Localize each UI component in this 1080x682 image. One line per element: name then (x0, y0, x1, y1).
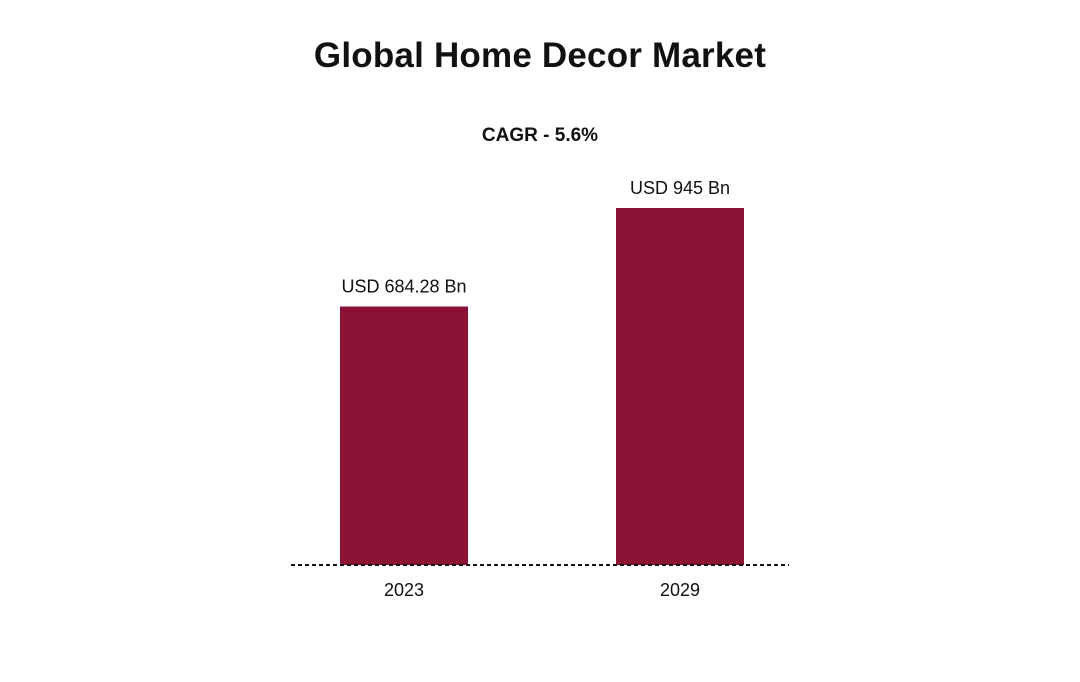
chart-title: Global Home Decor Market (313, 36, 767, 75)
cagr-subtitle: CAGR - 5.6% (481, 125, 599, 146)
x-tick-label-2029: 2029 (660, 580, 700, 600)
data-label-2029: USD 945 Bn (630, 178, 730, 198)
bars-layer: USD 684.28 Bn 2023 USD 945 Bn 2029 (340, 178, 744, 600)
bar-2029 (616, 208, 744, 565)
data-label-2023: USD 684.28 Bn (341, 276, 466, 296)
x-tick-label-2023: 2023 (384, 580, 424, 600)
bar-2023 (340, 306, 468, 565)
